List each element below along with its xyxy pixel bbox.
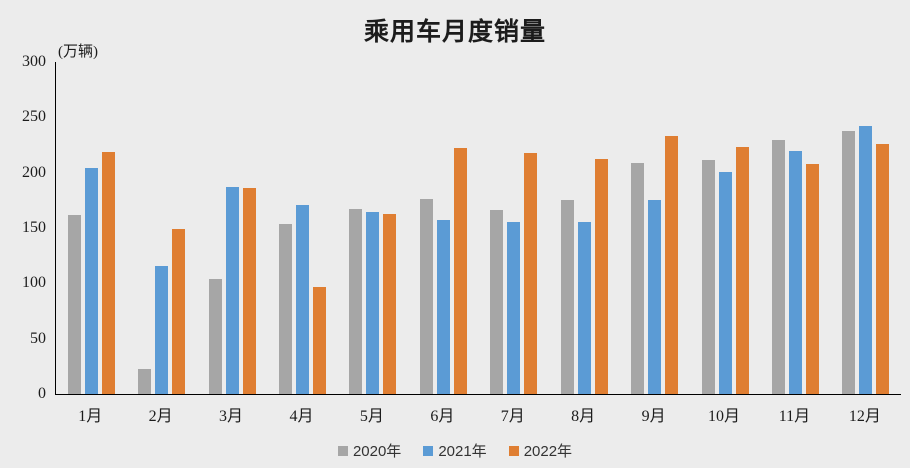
bar-2022年-4月 xyxy=(312,287,326,394)
bar-2021年-8月 xyxy=(577,222,591,394)
bar-2020年-5月 xyxy=(349,208,363,394)
bar-2021年-3月 xyxy=(225,186,239,394)
bar-2021年-2月 xyxy=(155,266,169,394)
bar-2021年-7月 xyxy=(507,222,521,394)
bar-group-10月 xyxy=(690,62,760,394)
legend-swatch-icon xyxy=(508,445,519,456)
x-label-6月: 6月 xyxy=(430,408,455,425)
bar-2022年-9月 xyxy=(665,135,679,394)
x-label-10月: 10月 xyxy=(708,408,741,425)
legend-swatch-icon xyxy=(423,445,434,456)
y-tick-50: 50 xyxy=(30,329,46,347)
legend-swatch-icon xyxy=(337,445,348,456)
bar-group-8月 xyxy=(549,62,619,394)
x-axis-labels: 1月 2月 3月 4月 5月 6月 7月 8月 9月 10月 11月 12月 xyxy=(55,402,900,426)
x-label-4月: 4月 xyxy=(289,408,314,425)
bar-2022年-10月 xyxy=(735,147,749,394)
bar-2021年-1月 xyxy=(84,167,98,394)
bar-group-4月 xyxy=(267,62,337,394)
x-label-5月: 5月 xyxy=(359,408,384,425)
bar-2020年-9月 xyxy=(631,162,645,394)
bar-group-9月 xyxy=(619,62,689,394)
bar-group-5月 xyxy=(338,62,408,394)
x-label-11月: 11月 xyxy=(778,408,811,425)
bar-2020年-3月 xyxy=(208,278,222,394)
bar-2020年-11月 xyxy=(771,139,785,394)
x-label-2月: 2月 xyxy=(148,408,173,425)
bar-2021年-9月 xyxy=(648,200,662,394)
bar-2020年-12月 xyxy=(842,131,856,394)
bar-2022年-11月 xyxy=(805,164,819,394)
bar-group-7月 xyxy=(479,62,549,394)
bar-2022年-8月 xyxy=(594,158,608,394)
bar-2021年-11月 xyxy=(788,151,802,394)
x-label-1月: 1月 xyxy=(78,408,103,425)
bar-2020年-4月 xyxy=(278,224,292,394)
bar-2022年-5月 xyxy=(383,214,397,394)
bar-group-2月 xyxy=(126,62,196,394)
bar-group-3月 xyxy=(197,62,267,394)
legend-label: 2020年 xyxy=(352,443,402,460)
bar-2022年-3月 xyxy=(242,187,256,394)
legend-item-2021年: 2021年 xyxy=(423,440,487,461)
bar-2021年-10月 xyxy=(718,171,732,394)
y-tick-200: 200 xyxy=(22,163,46,181)
bar-2022年-1月 xyxy=(101,152,115,394)
bar-group-1月 xyxy=(56,62,126,394)
legend: 2020年 2021年 2022年 xyxy=(0,440,910,461)
bar-2020年-7月 xyxy=(490,209,504,394)
bar-2021年-5月 xyxy=(366,211,380,394)
bar-2020年-10月 xyxy=(701,160,715,394)
y-axis-unit-label: (万辆) xyxy=(58,44,98,60)
bar-2020年-2月 xyxy=(138,369,152,394)
bar-group-12月 xyxy=(831,62,901,394)
bar-2022年-6月 xyxy=(453,148,467,394)
y-tick-0: 0 xyxy=(38,385,46,402)
bar-2021年-4月 xyxy=(295,205,309,394)
bar-groups xyxy=(56,62,901,394)
bar-2022年-7月 xyxy=(524,153,538,394)
x-label-7月: 7月 xyxy=(500,408,525,425)
legend-item-2022年: 2022年 xyxy=(508,440,573,461)
x-label-3月: 3月 xyxy=(219,408,244,425)
chart-title: 乘用车月度销量 xyxy=(363,19,546,46)
bar-2022年-2月 xyxy=(172,229,186,394)
x-label-8月: 8月 xyxy=(571,408,596,425)
bar-group-11月 xyxy=(760,62,830,394)
legend-label: 2022年 xyxy=(523,443,573,460)
bar-2020年-8月 xyxy=(560,200,574,394)
plot-area xyxy=(55,62,901,395)
y-tick-300: 300 xyxy=(22,53,46,70)
bar-group-6月 xyxy=(408,62,478,394)
bar-2020年-6月 xyxy=(419,198,433,394)
legend-label: 2021年 xyxy=(438,443,487,460)
bar-2021年-12月 xyxy=(859,126,873,394)
y-tick-100: 100 xyxy=(22,274,46,292)
bar-2021年-6月 xyxy=(436,220,450,394)
x-label-9月: 9月 xyxy=(641,408,666,425)
bar-2022年-12月 xyxy=(876,143,890,394)
y-tick-150: 150 xyxy=(22,219,46,236)
x-label-12月: 12月 xyxy=(848,408,881,425)
legend-item-2020年: 2020年 xyxy=(337,440,402,461)
bar-2020年-1月 xyxy=(67,215,81,394)
y-tick-250: 250 xyxy=(22,108,46,126)
